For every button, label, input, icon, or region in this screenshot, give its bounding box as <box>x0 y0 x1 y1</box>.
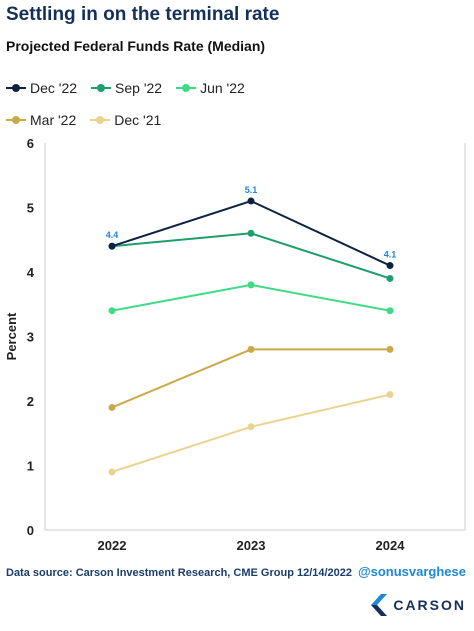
chart-title: Settling in on the terminal rate <box>6 4 280 25</box>
y-tick-label: 1 <box>27 459 34 474</box>
legend-row-2: Mar '22 Dec '21 <box>6 104 466 136</box>
data-source-note: Data source: Carson Investment Research,… <box>6 567 353 579</box>
data-point <box>108 468 116 476</box>
y-tick-label: 0 <box>27 523 34 538</box>
carson-logo: CARSON <box>371 594 466 616</box>
legend-item-dec-21: Dec '21 <box>90 112 161 128</box>
y-axis-label: Percent <box>4 312 19 360</box>
series-line <box>111 393 391 473</box>
data-point <box>108 403 116 411</box>
y-tick-label: 4 <box>27 265 35 280</box>
legend: Dec '22 Sep '22 Jun '22 Mar '22 Dec '21 <box>6 72 466 136</box>
data-point <box>386 307 394 315</box>
data-point <box>386 262 394 270</box>
data-point <box>386 274 394 282</box>
data-label: 4.1 <box>384 250 397 260</box>
legend-swatch <box>6 84 26 92</box>
data-label: 4.4 <box>106 230 119 240</box>
carson-logo-icon <box>371 594 388 616</box>
x-tick-label: 2023 <box>237 538 266 553</box>
data-point <box>108 307 116 315</box>
y-tick-label: 2 <box>27 394 34 409</box>
legend-item-jun-22: Jun '22 <box>176 80 245 96</box>
line-chart: 0 1 2 3 4 5 6 Percent 2022 2023 2024 4.4 5.1 4.1 <box>4 136 466 553</box>
legend-swatch <box>176 84 197 92</box>
data-point <box>247 229 255 237</box>
legend-item-dec-22: Dec '22 <box>6 80 77 96</box>
author-handle: @sonusvarghese <box>357 564 466 579</box>
data-point <box>247 423 255 431</box>
legend-item-sep-22: Sep '22 <box>91 80 162 96</box>
x-tick-label: 2024 <box>376 538 406 553</box>
chart-subtitle: Projected Federal Funds Rate (Median) <box>6 38 266 54</box>
legend-swatch <box>90 116 111 124</box>
data-point <box>247 197 255 205</box>
data-point <box>247 281 255 289</box>
y-tick-label: 3 <box>27 330 34 345</box>
legend-row-1: Dec '22 Sep '22 Jun '22 <box>6 72 466 104</box>
y-tick-label: 6 <box>27 136 34 151</box>
data-point <box>247 345 255 353</box>
legend-swatch <box>91 84 112 92</box>
y-tick-label: 5 <box>27 201 34 216</box>
series-line <box>111 232 391 280</box>
data-point <box>386 391 394 399</box>
legend-swatch <box>6 116 26 124</box>
series-line <box>111 348 390 409</box>
x-tick-label: 2022 <box>98 538 127 553</box>
legend-item-mar-22: Mar '22 <box>6 112 76 128</box>
series-line <box>111 283 391 312</box>
data-label: 5.1 <box>245 185 258 195</box>
carson-logo-text: CARSON <box>393 597 466 613</box>
data-point <box>386 345 394 353</box>
data-point <box>108 242 116 250</box>
